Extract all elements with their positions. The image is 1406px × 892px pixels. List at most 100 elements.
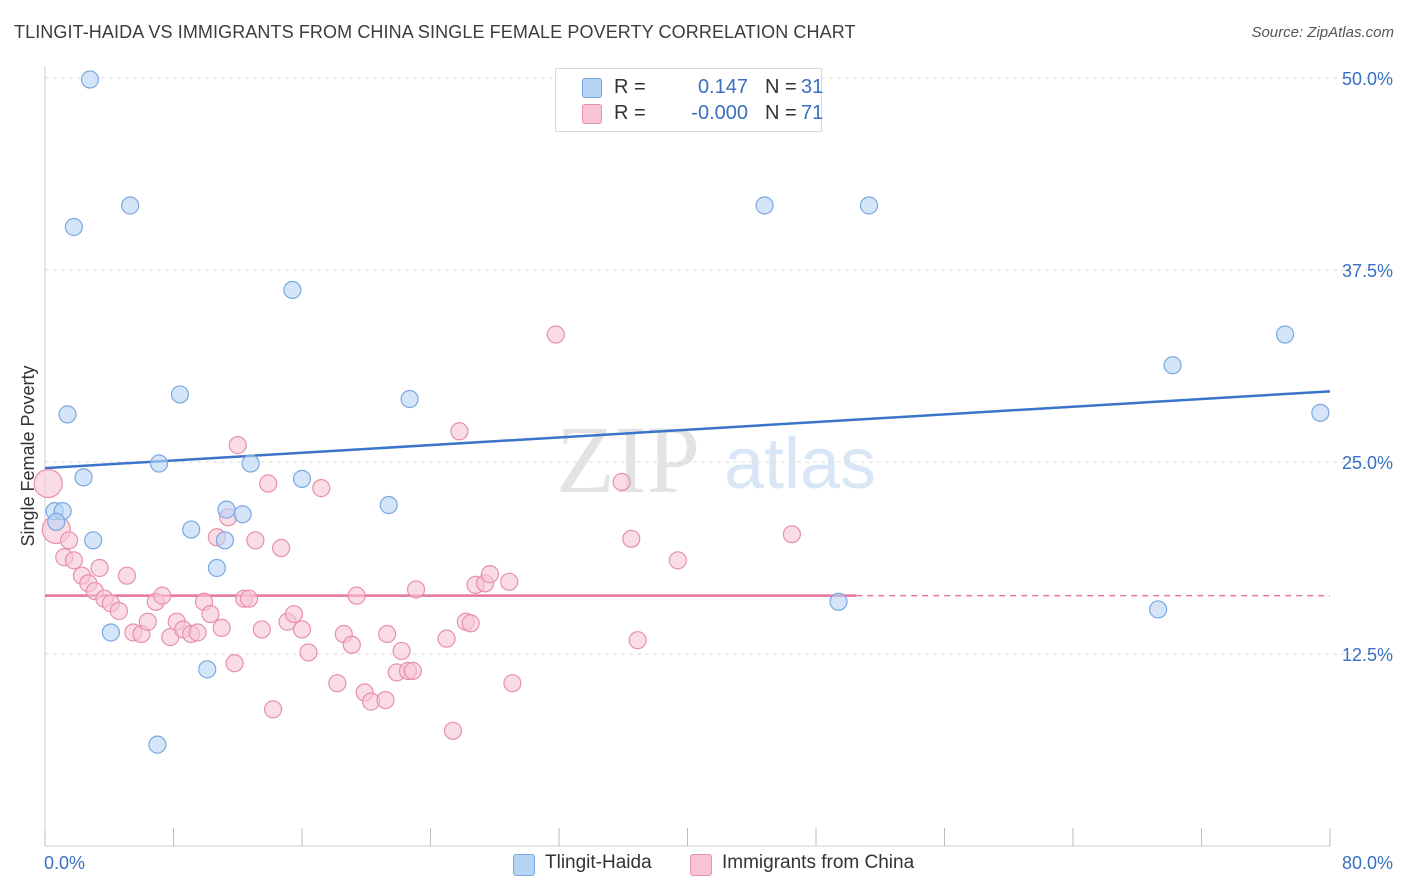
immigrants-china-point — [64, 551, 84, 570]
immigrants-china-point — [406, 580, 426, 599]
immigrants-china-point — [109, 601, 128, 621]
tlingit-haida-point — [215, 531, 234, 550]
watermark-zip: ZIP — [556, 406, 700, 513]
tlingit-haida-point — [829, 592, 848, 611]
immigrants-china-point — [437, 629, 456, 648]
correlation-legend: R = 0.147 N = 31 R = -0.000 N = 71 — [555, 68, 824, 132]
immigrants-china-point — [668, 551, 687, 570]
legend-r-value: -0.000 — [691, 102, 748, 124]
tlingit-haida-point — [283, 280, 302, 300]
immigrants-china-point — [347, 586, 366, 605]
immigrants-china-point — [378, 624, 397, 644]
immigrants-china-point — [376, 690, 395, 710]
immigrants-china-point — [117, 566, 137, 585]
immigrants-china-point — [252, 620, 271, 639]
tlingit-haida-point — [198, 660, 217, 679]
immigrants-china-point — [138, 612, 157, 631]
immigrants-china-point — [450, 422, 469, 441]
tlingit-haida-point — [149, 454, 169, 473]
tlingit-haida-point — [859, 196, 879, 215]
immigrants-china-point — [246, 531, 265, 550]
tlingit-haida-point — [170, 385, 190, 404]
y-tick-label: 12.5% — [1342, 645, 1393, 665]
tlingit-haida-point — [121, 196, 140, 215]
tlingit-haida-point — [74, 468, 93, 487]
immigrants-china-point — [201, 604, 220, 624]
legend-r-label: R = — [614, 102, 646, 124]
immigrants-china-point — [622, 529, 641, 548]
immigrants-china-point — [299, 643, 318, 662]
immigrants-china-point — [212, 618, 231, 637]
immigrants-china-point — [342, 635, 361, 654]
tlingit-haida-trendline — [44, 390, 1331, 470]
immigrants-china-point — [188, 623, 207, 642]
tlingit-haida-point — [400, 389, 419, 409]
immigrants-china-point — [443, 721, 463, 740]
immigrants-china-point — [263, 700, 283, 719]
y-axis-label: Single Female Poverty — [18, 365, 38, 546]
bottom-legend-swatch-pink — [690, 854, 712, 876]
bottom-legend-label: Immigrants from China — [722, 852, 915, 873]
immigrants-china-point — [403, 661, 422, 680]
tlingit-haida-point — [182, 520, 201, 539]
tlingit-haida-point — [47, 512, 66, 532]
immigrants-china-point — [153, 586, 172, 605]
tlingit-haida-point — [1149, 600, 1168, 619]
tlingit-haida-point — [379, 495, 398, 515]
x-tick-label: 80.0% — [1342, 853, 1393, 873]
legend-r-value: 0.147 — [697, 76, 748, 98]
immigrants-china-point — [228, 436, 247, 455]
immigrants-china-point — [312, 479, 331, 498]
chart-title: TLINGIT-HAIDA VS IMMIGRANTS FROM CHINA S… — [14, 22, 856, 42]
tlingit-haida-point — [292, 469, 312, 488]
tlingit-haida-point — [217, 500, 236, 519]
tlingit-haida-point — [148, 735, 167, 754]
legend-n-value: 71 — [801, 102, 824, 124]
legend-n-label: N = — [765, 76, 797, 98]
tlingit-haida-point — [1311, 403, 1330, 422]
immigrants-china-point — [259, 474, 278, 493]
immigrants-china-point — [546, 325, 565, 344]
immigrants-china-point — [272, 538, 291, 558]
tlingit-haida-point — [64, 217, 84, 237]
immigrants-china-point — [500, 572, 519, 591]
immigrants-china-point — [90, 558, 109, 578]
source-label: Source: ZipAtlas.com — [1251, 24, 1394, 41]
immigrants-china-point — [284, 604, 304, 624]
legend-swatch-pink — [582, 104, 602, 124]
immigrants-china-point — [292, 620, 312, 639]
tlingit-haida-point — [101, 623, 120, 642]
y-tick-label: 50.0% — [1342, 69, 1393, 89]
immigrants-china-point — [328, 674, 347, 693]
immigrants-china-point — [503, 674, 522, 693]
y-tick-label: 25.0% — [1342, 453, 1393, 473]
immigrants-china-point — [782, 525, 802, 544]
bottom-legend-label: Tlingit-Haida — [545, 852, 652, 873]
tlingit-haida-point — [207, 558, 226, 578]
y-tick-label: 37.5% — [1342, 261, 1393, 281]
x-tick-label: 0.0% — [44, 853, 85, 873]
watermark-atlas: atlas — [724, 424, 876, 504]
legend-r-label: R = — [614, 76, 646, 98]
immigrants-china-point — [33, 468, 63, 499]
immigrants-china-point — [225, 654, 244, 673]
immigrants-china-point — [461, 614, 480, 633]
immigrants-china-point — [628, 631, 647, 650]
bottom-legend-swatch-blue — [513, 854, 535, 876]
immigrants-china-point — [480, 565, 500, 584]
immigrants-china-point — [612, 472, 631, 492]
tlingit-haida-point — [1163, 356, 1182, 375]
immigrants-china-point — [239, 589, 259, 608]
legend-n-value: 31 — [801, 76, 824, 98]
tlingit-haida-point — [755, 196, 774, 215]
tlingit-haida-point — [80, 70, 100, 89]
immigrants-china-point — [392, 641, 411, 661]
legend-swatch-blue — [582, 78, 602, 98]
tlingit-haida-point — [233, 505, 252, 524]
tlingit-haida-point — [58, 405, 77, 424]
immigrants-china-point — [59, 531, 79, 550]
legend-n-label: N = — [765, 102, 797, 124]
tlingit-haida-point — [1275, 325, 1295, 344]
tlingit-haida-point — [84, 531, 103, 550]
